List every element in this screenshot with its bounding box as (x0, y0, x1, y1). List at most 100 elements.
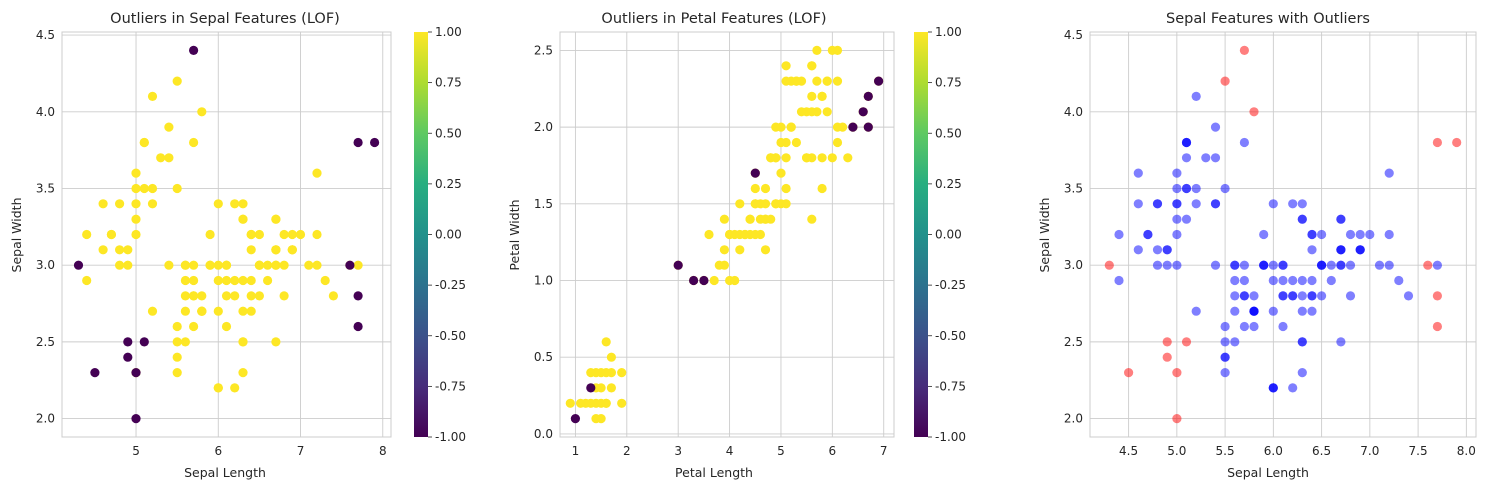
outlier-point (73, 260, 84, 270)
inlier-point (312, 168, 322, 178)
y-axis-label: Sepal Width (1037, 198, 1052, 273)
inlier-point (807, 91, 817, 101)
outlier-point (1172, 414, 1182, 424)
colorbar-tick-label: -0.25 (935, 278, 966, 292)
inlier-point (213, 306, 223, 316)
colorbar-tick-label: 0.25 (935, 177, 962, 191)
inlier-point (139, 137, 149, 148)
inlier-point (730, 275, 740, 286)
outlier-point (1432, 321, 1442, 332)
inlier-point (1172, 260, 1182, 270)
inlier-point (1133, 199, 1143, 209)
outlier-point (1172, 368, 1182, 378)
inlier-point (760, 199, 771, 209)
inlier-point (263, 260, 273, 270)
inlier-point (1191, 306, 1201, 316)
inlier-point (1114, 229, 1124, 240)
inlier-point (180, 260, 190, 270)
inlier-point (1345, 260, 1356, 270)
inlier-point (246, 275, 256, 286)
y-tick-label: 4.5 (36, 28, 55, 42)
outlier-point (858, 107, 868, 117)
inlier-point (1336, 337, 1346, 347)
outlier-point (1432, 137, 1442, 148)
inlier-point (812, 76, 822, 86)
colorbar-tick-label: -1.00 (935, 430, 966, 444)
outlier-point (874, 76, 884, 86)
outlier-point (1239, 45, 1249, 56)
inlier-point (1259, 229, 1269, 240)
inlier-point (791, 137, 802, 148)
points (565, 45, 884, 424)
inlier-point (238, 199, 248, 209)
outlier-point (689, 275, 699, 286)
inlier-point (606, 383, 617, 393)
inlier-point (213, 260, 223, 270)
inlier-point (745, 214, 755, 224)
inlier-point (172, 368, 182, 378)
inlier-point (238, 337, 248, 347)
inlier-point (1259, 260, 1269, 270)
inlier-point (180, 306, 190, 316)
outlier-point (90, 368, 100, 378)
inlier-point (735, 199, 745, 209)
inlier-point (781, 183, 791, 194)
inlier-point (817, 91, 827, 101)
inlier-point (287, 229, 297, 240)
outlier-point (123, 337, 133, 347)
inlier-point (271, 337, 281, 347)
y-tick-label: 2.5 (1064, 335, 1083, 349)
inlier-point (123, 260, 133, 270)
y-tick-label: 2.5 (36, 335, 55, 349)
inlier-point (807, 61, 817, 71)
y-tick-label: 4.0 (1064, 105, 1083, 119)
inlier-point (246, 306, 256, 316)
inlier-point (131, 229, 141, 240)
outlier-point (1162, 337, 1172, 347)
colorbar-tick-label: -0.50 (935, 329, 966, 343)
colorbar-tick-label: 0.25 (435, 177, 462, 191)
inlier-point (740, 229, 750, 240)
inlier-point (576, 398, 586, 408)
inlier-point (213, 199, 223, 209)
inlier-point (822, 76, 832, 86)
x-tick-label: 5 (132, 444, 140, 458)
outlier-point (139, 337, 149, 347)
inlier-point (601, 398, 611, 408)
inlier-point (601, 337, 611, 347)
inlier-point (760, 183, 771, 194)
inlier-point (832, 137, 843, 148)
colorbar-tick-label: -0.50 (435, 329, 466, 343)
inlier-point (1307, 306, 1317, 316)
plot-frame (61, 31, 392, 438)
inlier-point (1278, 275, 1288, 286)
inlier-point (1210, 153, 1221, 163)
petal-lof-panel: Outliers in Petal Features (LOF) Petal L… (507, 11, 966, 480)
inlier-point (1288, 199, 1298, 209)
inlier-point (238, 306, 248, 316)
inlier-point (131, 183, 141, 194)
y-tick-label: 2.5 (534, 43, 553, 57)
inlier-point (82, 229, 92, 240)
inlier-point (238, 275, 248, 286)
inlier-point (271, 260, 281, 270)
inlier-point (189, 260, 199, 270)
inlier-point (1297, 275, 1307, 286)
x-tick-label: 7 (880, 444, 888, 458)
inlier-point (147, 199, 158, 209)
colorbar-tick-label: 0.00 (435, 228, 462, 242)
inlier-point (1220, 352, 1230, 362)
inlier-point (1172, 214, 1182, 224)
outlier-point (1452, 137, 1462, 148)
inlier-point (172, 352, 182, 362)
inlier-point (254, 229, 264, 240)
outlier-point (370, 137, 380, 148)
inlier-point (1181, 183, 1192, 194)
colorbar-gradient (914, 32, 928, 437)
inlier-point (827, 153, 837, 163)
inlier-point (1181, 137, 1192, 148)
inlier-point (1239, 275, 1249, 286)
inlier-point (1307, 275, 1317, 286)
inlier-point (246, 245, 256, 255)
points (1104, 45, 1462, 424)
